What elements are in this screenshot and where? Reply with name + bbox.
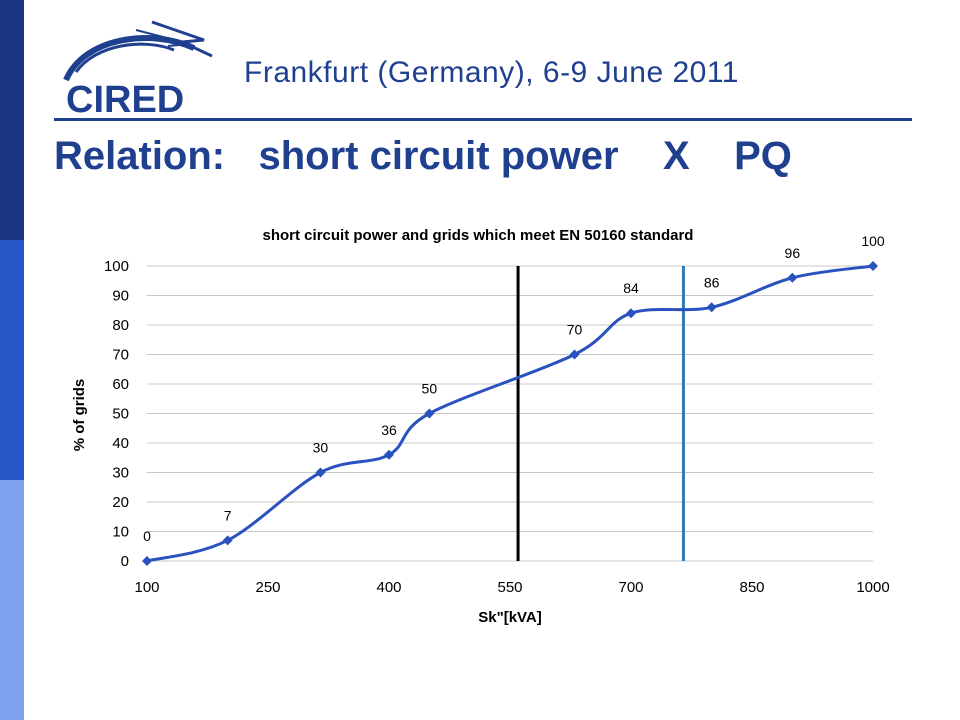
data-label: 70	[567, 322, 583, 338]
data-point-marker	[787, 272, 798, 283]
data-label: 84	[623, 280, 639, 296]
slide-title: Relation: short circuit power X PQ	[54, 134, 792, 178]
x-tick-label: 700	[618, 579, 643, 596]
series-markers	[142, 261, 878, 566]
x-tick-label: 550	[497, 579, 522, 596]
cired-logo: CIRED	[63, 20, 213, 120]
reference-lines	[516, 266, 685, 561]
left-bar-light-segment	[0, 480, 24, 720]
data-label: 96	[785, 245, 801, 261]
y-tick-label: 80	[112, 317, 129, 334]
data-point-marker	[424, 408, 435, 419]
x-tick-label: 1000	[856, 579, 889, 596]
x-tick-label: 400	[376, 579, 401, 596]
x-axis-title: Sk"[kVA]	[478, 609, 542, 626]
left-accent-bar	[0, 0, 24, 720]
data-point-marker	[868, 261, 878, 271]
line-chart: short circuit power and grids which meet…	[71, 227, 890, 626]
y-tick-label: 20	[112, 494, 129, 511]
x-tick-label: 250	[255, 579, 280, 596]
left-bar-mid-segment	[0, 240, 24, 480]
data-point-marker	[626, 308, 636, 319]
y-tick-label: 50	[112, 406, 129, 423]
data-label: 7	[224, 507, 232, 523]
data-label: 0	[143, 528, 151, 544]
data-label: 100	[861, 233, 885, 249]
y-tick-label: 0	[121, 553, 129, 570]
y-tick-label: 90	[112, 288, 129, 305]
y-tick-label: 60	[112, 376, 129, 393]
data-label: 50	[422, 381, 438, 397]
data-point-marker	[142, 556, 152, 566]
data-point-marker	[315, 467, 326, 478]
y-tick-label: 10	[112, 524, 129, 541]
data-labels: 0 7 30 36 50 70 84 86 96 100	[143, 233, 885, 544]
data-label: 36	[381, 422, 397, 438]
x-tick-label: 100	[134, 579, 159, 596]
data-point-marker	[569, 349, 580, 360]
x-axis-ticks: 100 250 400 550 700 850 1000	[134, 579, 889, 596]
y-tick-label: 40	[112, 435, 129, 452]
y-axis-title: % of grids	[71, 379, 88, 452]
y-tick-label: 30	[112, 465, 129, 482]
header-divider	[54, 118, 912, 121]
y-axis-ticks: 0 10 20 30 40 50 60 70 80 90 100	[104, 258, 129, 570]
series-line	[146, 264, 874, 563]
data-point-marker	[706, 302, 717, 313]
logo-wordmark: CIRED	[66, 79, 184, 120]
x-tick-label: 850	[739, 579, 764, 596]
data-point-marker	[222, 535, 233, 546]
chart-title: short circuit power and grids which meet…	[263, 227, 694, 244]
y-tick-label: 100	[104, 258, 129, 275]
conference-title: Frankfurt (Germany), 6-9 June 2011	[244, 56, 739, 89]
data-label: 30	[313, 440, 329, 456]
left-bar-dark-segment	[0, 0, 24, 240]
data-label: 86	[704, 274, 720, 290]
data-point-marker	[384, 449, 394, 460]
y-tick-label: 70	[112, 347, 129, 364]
grid-lines	[147, 265, 873, 562]
